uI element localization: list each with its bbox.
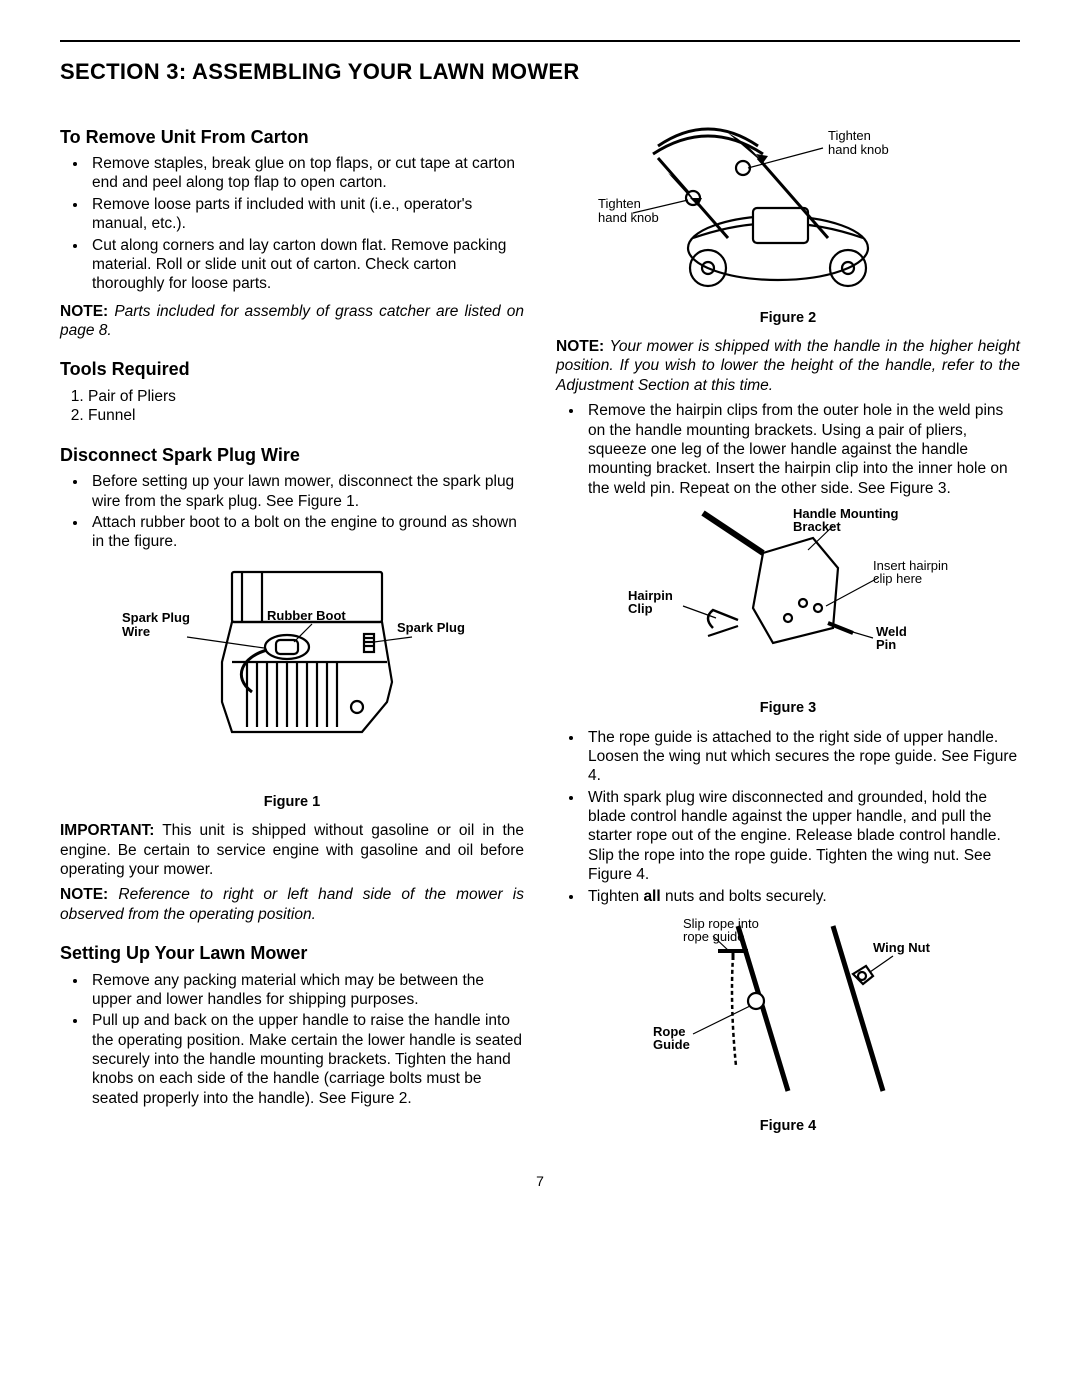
figure-3: Handle MountingBracket Insert hairpincli…	[556, 508, 1020, 693]
note-body: Your mower is shipped with the handle in…	[556, 338, 1020, 394]
figure-1: Spark PlugWire Rubber Boot Spark Plug	[60, 562, 524, 787]
label-spark-plug: Spark Plug	[397, 620, 465, 635]
list-item: Pair of Pliers	[88, 387, 524, 406]
label-tighten-lower: Tightenhand knob	[598, 196, 659, 225]
hairpin-list: Remove the hairpin clips from the outer …	[556, 401, 1020, 498]
note-lead: NOTE:	[556, 338, 604, 355]
setup-list: Remove any packing material which may be…	[60, 971, 524, 1109]
list-item: Before setting up your lawn mower, disco…	[88, 472, 524, 511]
figure-4: Slip rope intorope guide Wing Nut RopeGu…	[556, 916, 1020, 1111]
label-tighten-upper: Tightenhand knob	[828, 128, 889, 157]
list-item: The rope guide is attached to the right …	[584, 728, 1020, 786]
list-item: With spark plug wire disconnected and gr…	[584, 788, 1020, 885]
heading-remove-carton: To Remove Unit From Carton	[60, 126, 524, 149]
spark-list: Before setting up your lawn mower, disco…	[60, 472, 524, 552]
left-column: To Remove Unit From Carton Remove staple…	[60, 108, 524, 1146]
label-insert-hairpin: Insert hairpinclip here	[873, 558, 948, 586]
figure-4-caption: Figure 4	[556, 1117, 1020, 1135]
list-item: Remove any packing material which may be…	[88, 971, 524, 1010]
heading-setup: Setting Up Your Lawn Mower	[60, 942, 524, 965]
top-rule	[60, 40, 1020, 42]
label-spark-plug-wire: Spark PlugWire	[122, 610, 190, 639]
note-lead: NOTE:	[60, 303, 108, 320]
label-rubber-boot: Rubber Boot	[267, 608, 346, 623]
list-item: Attach rubber boot to a bolt on the engi…	[88, 513, 524, 552]
label-hairpin-clip: HairpinClip	[628, 588, 673, 616]
figure-1-caption: Figure 1	[60, 793, 524, 811]
heading-spark: Disconnect Spark Plug Wire	[60, 444, 524, 467]
note-lead: NOTE:	[60, 886, 108, 903]
note-reference: NOTE: Reference to right or left hand si…	[60, 885, 524, 924]
tighten-bold: all	[643, 888, 660, 905]
section-title: SECTION 3: ASSEMBLING YOUR LAWN MOWER	[60, 58, 1020, 86]
figure-2: Tightenhand knob Tightenhand knob	[556, 118, 1020, 303]
list-item: Remove loose parts if included with unit…	[88, 195, 524, 234]
list-item: Remove the hairpin clips from the outer …	[584, 401, 1020, 498]
list-item: Pull up and back on the upper handle to …	[88, 1011, 524, 1108]
label-wing-nut: Wing Nut	[873, 940, 931, 955]
figure-3-caption: Figure 3	[556, 699, 1020, 717]
right-column: Tightenhand knob Tightenhand knob Figure…	[556, 108, 1020, 1146]
note-height: NOTE: Your mower is shipped with the han…	[556, 337, 1020, 395]
tighten-post: nuts and bolts securely.	[661, 888, 827, 905]
two-column-layout: To Remove Unit From Carton Remove staple…	[60, 108, 1020, 1146]
bracket-diagram-icon: Handle MountingBracket Insert hairpincli…	[608, 508, 968, 688]
mower-diagram-icon: Tightenhand knob Tightenhand knob	[598, 118, 978, 298]
list-item: Funnel	[88, 406, 524, 425]
note-body: Reference to right or left hand side of …	[60, 886, 524, 922]
list-item: Tighten all nuts and bolts securely.	[584, 887, 1020, 906]
rope-guide-list: The rope guide is attached to the right …	[556, 728, 1020, 906]
important-note: IMPORTANT: This unit is shipped without …	[60, 821, 524, 879]
tools-list: Pair of Pliers Funnel	[60, 387, 524, 426]
heading-tools: Tools Required	[60, 358, 524, 381]
engine-diagram-icon: Spark PlugWire Rubber Boot Spark Plug	[112, 562, 472, 782]
page-number: 7	[60, 1173, 1020, 1191]
list-item: Cut along corners and lay carton down fl…	[88, 236, 524, 294]
label-slip-rope: Slip rope intorope guide	[683, 916, 759, 944]
rope-guide-diagram-icon: Slip rope intorope guide Wing Nut RopeGu…	[638, 916, 938, 1106]
figure-2-caption: Figure 2	[556, 309, 1020, 327]
important-lead: IMPORTANT:	[60, 822, 154, 839]
list-item: Remove staples, break glue on top flaps,…	[88, 154, 524, 193]
note-parts: NOTE: Parts included for assembly of gra…	[60, 302, 524, 341]
remove-carton-list: Remove staples, break glue on top flaps,…	[60, 154, 524, 294]
tighten-pre: Tighten	[588, 888, 643, 905]
label-rope-guide: RopeGuide	[653, 1024, 690, 1052]
label-handle-mounting-bracket: Handle MountingBracket	[793, 508, 898, 534]
label-weld-pin: WeldPin	[876, 624, 907, 652]
note-body: Parts included for assembly of grass cat…	[60, 303, 524, 339]
